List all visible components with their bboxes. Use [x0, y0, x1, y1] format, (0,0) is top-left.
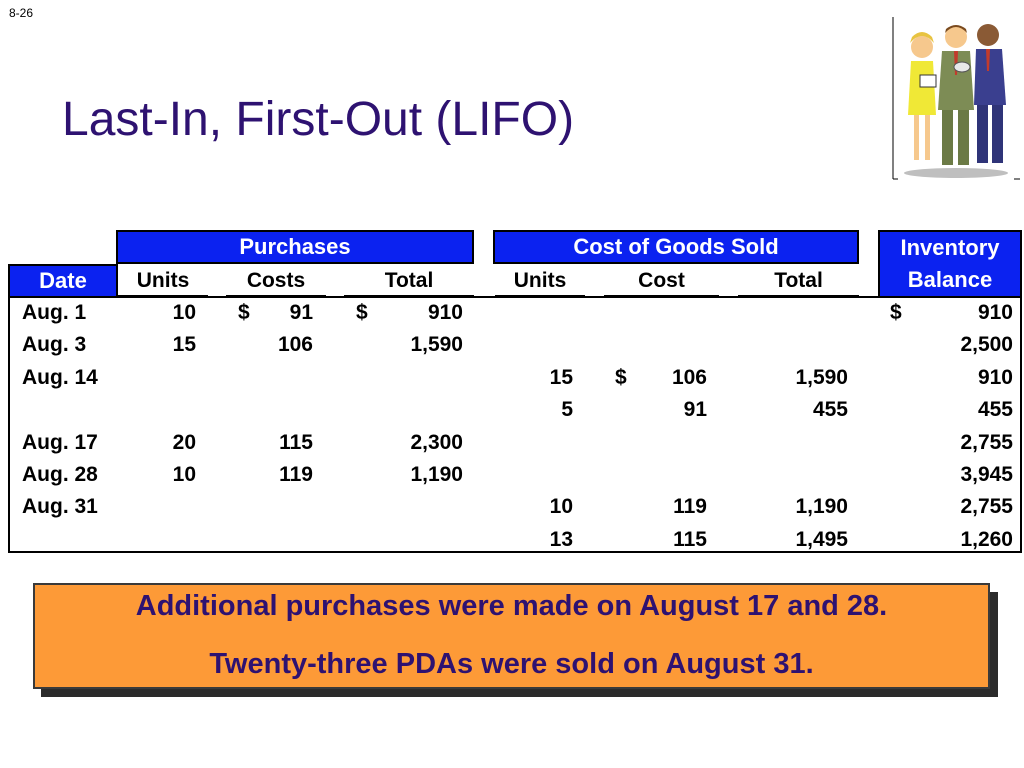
cell-c-total: 1,190 [795, 495, 848, 519]
currency-sign: $ [356, 301, 368, 324]
cell-date: Aug. 31 [22, 495, 98, 519]
cell-c-cost: 106 [671, 365, 707, 389]
currency-sign: $ [238, 301, 250, 324]
cell-c-units: 13 [549, 527, 573, 551]
purchases-costs-header: Costs [246, 269, 306, 292]
note-line-1: Additional purchases were made on August… [135, 590, 888, 622]
purchases-total-header: Total [384, 269, 434, 292]
cell-balance: 2,755 [960, 495, 1013, 519]
date-header: Date [8, 264, 118, 298]
currency-sign: $ [615, 365, 627, 389]
cell-balance: 455 [977, 398, 1013, 422]
cell-p-units: 10 [172, 301, 196, 324]
purchases-units-header: Units [136, 269, 190, 292]
cell-c-units: 5 [561, 398, 573, 422]
currency-sign: $ [890, 301, 902, 324]
cell-p-costs: 106 [277, 333, 313, 357]
cell-p-units: 10 [172, 463, 196, 486]
cell-date: Aug. 28 [22, 463, 98, 486]
note-line-2: Twenty-three PDAs were sold on August 31… [209, 648, 814, 680]
cell-date: Aug. 17 [22, 430, 98, 454]
cell-balance: 1,260 [960, 527, 1013, 551]
cell-p-costs: 115 [279, 430, 313, 454]
cell-p-total: 910 [427, 301, 463, 324]
cell-p-total: 1,590 [410, 333, 463, 357]
cell-c-total: 1,495 [795, 527, 848, 551]
lifo-table [8, 296, 1022, 553]
purchases-header: Purchases [116, 230, 474, 264]
cell-c-total: 455 [812, 398, 848, 422]
cogs-units-header: Units [513, 269, 567, 292]
cell-c-total: 1,590 [795, 365, 848, 389]
cell-balance: 3,945 [960, 463, 1013, 486]
cell-c-cost: 119 [673, 495, 707, 519]
cell-p-costs: 119 [279, 463, 313, 486]
cogs-header: Cost of Goods Sold [493, 230, 859, 264]
cell-p-total: 1,190 [410, 463, 463, 486]
cogs-total-header: Total [774, 269, 823, 292]
cell-c-cost: 91 [683, 398, 707, 422]
cell-date: Aug. 3 [22, 333, 87, 357]
cell-date: Aug. 14 [22, 365, 98, 389]
cell-c-units: 10 [549, 495, 573, 519]
cell-balance: 910 [977, 365, 1013, 389]
cell-c-cost: 115 [673, 527, 707, 551]
cell-p-total: 2,300 [410, 430, 463, 454]
cell-p-units: 15 [172, 333, 196, 357]
slide-title: Last-In, First-Out (LIFO) [62, 93, 575, 146]
cell-balance: 910 [977, 301, 1013, 324]
cell-c-units: 15 [549, 365, 573, 389]
note-box: Additional purchases were made on August… [33, 583, 990, 689]
slide-number: 8-26 [9, 6, 34, 20]
cogs-cost-header: Cost [638, 269, 685, 292]
inventory-header-line2: Balance [907, 267, 993, 292]
cell-balance: 2,500 [960, 333, 1013, 357]
cell-balance: 2,755 [960, 430, 1013, 454]
inventory-balance-header: Inventory Balance [878, 230, 1022, 298]
cell-p-units: 20 [172, 430, 196, 454]
business-people-clipart [892, 17, 1020, 180]
cell-p-costs: 91 [289, 301, 313, 324]
inventory-header-line1: Inventory [900, 235, 1000, 260]
cell-date: Aug. 1 [22, 301, 87, 324]
